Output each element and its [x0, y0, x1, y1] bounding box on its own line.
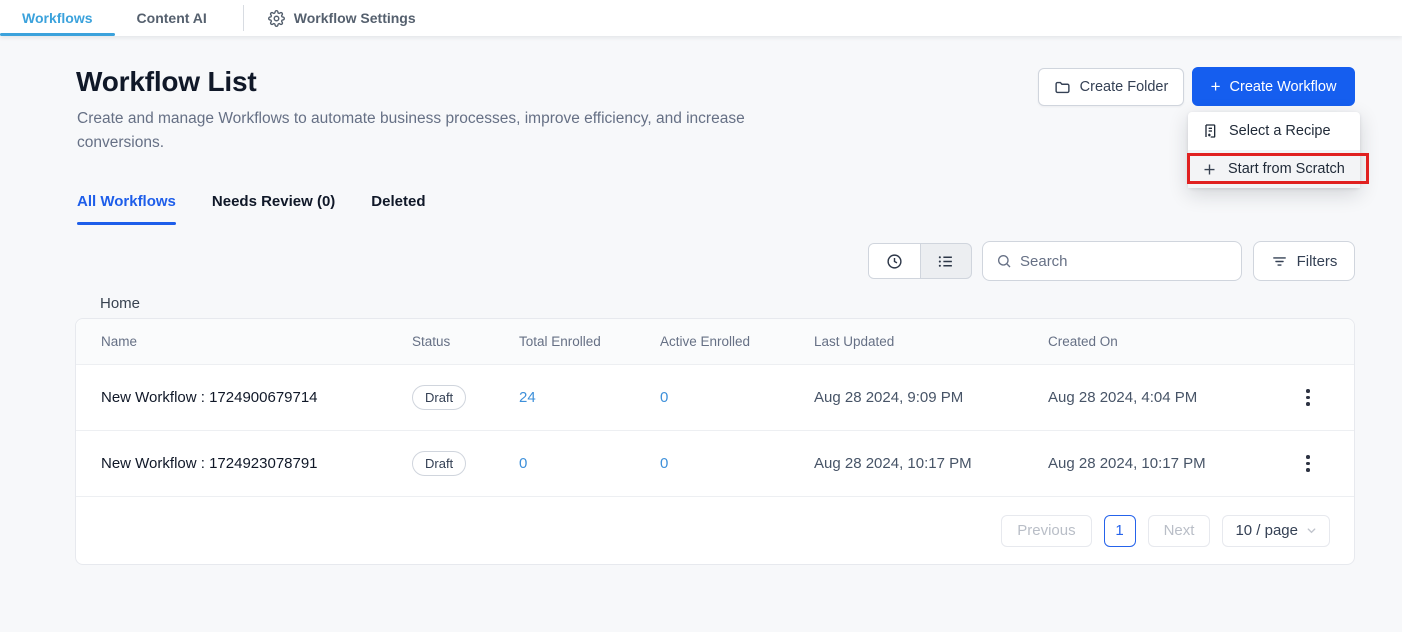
tab-all-workflows-label: All Workflows: [77, 193, 176, 210]
tab-deleted[interactable]: Deleted: [371, 193, 425, 225]
column-header-active-enrolled: Active Enrolled: [660, 334, 751, 349]
page-subtitle: Create and manage Workflows to automate …: [77, 110, 745, 151]
next-page-button[interactable]: Next: [1147, 514, 1211, 547]
tab-deleted-label: Deleted: [371, 193, 426, 210]
recipe-icon: [1202, 123, 1218, 139]
status-badge: Draft: [412, 451, 467, 476]
previous-page-button[interactable]: Previous: [1001, 514, 1092, 547]
view-tabs: All Workflows Needs Review (0) Deleted: [77, 193, 425, 225]
menu-item-start-from-scratch[interactable]: Start from Scratch: [1188, 150, 1360, 188]
create-workflow-label: Create Workflow: [1229, 78, 1337, 95]
active-enrolled-link[interactable]: 0: [660, 388, 669, 406]
last-updated-value: Aug 28 2024, 10:17 PM: [814, 455, 972, 472]
column-header-name: Name: [101, 334, 138, 349]
page-size-label: 10 / page: [1235, 522, 1298, 539]
page-number-button[interactable]: 1: [1103, 514, 1136, 547]
column-header-last-updated: Last Updated: [814, 334, 895, 349]
tab-content-ai[interactable]: Content AI: [115, 0, 229, 36]
list-icon: [937, 253, 954, 270]
created-on-value: Aug 28 2024, 10:17 PM: [1048, 455, 1206, 472]
created-on-value: Aug 28 2024, 4:04 PM: [1048, 389, 1198, 406]
page-title: Workflow List: [76, 66, 257, 97]
list-view-button[interactable]: [919, 244, 972, 278]
table-row[interactable]: New Workflow : 1724923078791 Draft 0 0 A…: [76, 431, 1354, 497]
column-header-total-enrolled: Total Enrolled: [519, 334, 601, 349]
tab-needs-review[interactable]: Needs Review (0): [212, 193, 335, 225]
tab-needs-review-label: Needs Review (0): [211, 193, 336, 210]
page-size-select[interactable]: 10 / page: [1222, 514, 1330, 547]
workflow-settings-button[interactable]: Workflow Settings: [258, 0, 426, 36]
last-updated-value: Aug 28 2024, 9:09 PM: [814, 389, 964, 406]
active-enrolled-link[interactable]: 0: [660, 454, 669, 472]
workflow-name[interactable]: New Workflow : 1724900679714: [101, 389, 318, 406]
menu-item-select-recipe[interactable]: Select a Recipe: [1188, 112, 1360, 150]
gear-icon: [267, 9, 285, 27]
filters-label: Filters: [1296, 252, 1338, 270]
menu-item-start-from-scratch-label: Start from Scratch: [1228, 161, 1345, 177]
tab-all-workflows[interactable]: All Workflows: [77, 193, 176, 225]
top-navigation: Workflows Content AI Workflow Settings: [0, 0, 1402, 36]
workflow-settings-label: Workflow Settings: [293, 10, 416, 26]
filters-button[interactable]: Filters: [1253, 241, 1355, 281]
search-input[interactable]: [1020, 252, 1228, 270]
workflow-name[interactable]: New Workflow : 1724923078791: [101, 455, 318, 472]
filter-icon: [1271, 253, 1288, 270]
row-actions-kebab-icon[interactable]: [1298, 449, 1318, 478]
column-header-created-on: Created On: [1048, 334, 1118, 349]
create-workflow-button[interactable]: + Create Workflow: [1192, 67, 1355, 106]
tab-workflows-label: Workflows: [22, 10, 93, 26]
table-row[interactable]: New Workflow : 1724900679714 Draft 24 0 …: [76, 365, 1354, 431]
breadcrumb[interactable]: Home: [100, 295, 141, 312]
row-actions-kebab-icon[interactable]: [1298, 383, 1318, 412]
chevron-down-icon: [1306, 525, 1317, 536]
clock-icon: [886, 253, 903, 270]
folder-icon: [1054, 79, 1071, 96]
search-box: [982, 241, 1242, 281]
table-header-row: Name Status Total Enrolled Active Enroll…: [76, 319, 1354, 365]
menu-item-select-recipe-label: Select a Recipe: [1229, 123, 1331, 139]
plus-icon: [1202, 162, 1217, 177]
create-folder-label: Create Folder: [1079, 79, 1169, 95]
plus-icon: +: [1210, 77, 1221, 96]
search-icon: [996, 253, 1012, 269]
pagination: Previous 1 Next 10 / page: [76, 497, 1354, 564]
nav-divider: [242, 5, 244, 31]
total-enrolled-link[interactable]: 0: [519, 454, 528, 472]
view-mode-toggle: [868, 243, 972, 279]
workflow-table-card: Name Status Total Enrolled Active Enroll…: [75, 318, 1355, 565]
status-badge: Draft: [412, 385, 467, 410]
tab-content-ai-label: Content AI: [136, 10, 207, 26]
tab-workflows[interactable]: Workflows: [0, 0, 115, 36]
column-header-status: Status: [412, 334, 451, 349]
total-enrolled-link[interactable]: 24: [519, 388, 536, 406]
create-workflow-menu: Select a Recipe Start from Scratch: [1188, 112, 1360, 188]
create-folder-button[interactable]: Create Folder: [1038, 68, 1184, 106]
history-view-button[interactable]: [869, 244, 920, 278]
